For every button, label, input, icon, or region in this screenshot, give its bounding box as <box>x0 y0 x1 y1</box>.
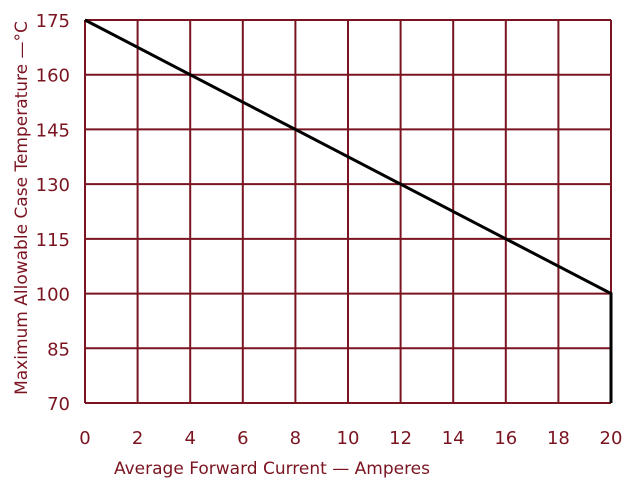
y-tick-label-4: 130 <box>36 175 70 196</box>
y-tick-label-5: 145 <box>36 120 70 141</box>
series-group <box>84 18 613 403</box>
grid <box>84 19 612 404</box>
x-tick-label-3: 6 <box>237 428 248 449</box>
x-tick-label-6: 12 <box>389 428 412 449</box>
x-tick-label-0: 0 <box>79 428 90 449</box>
y-axis-label: Maximum Allowable Case Temperature —°C <box>12 21 32 395</box>
series-line-0 <box>84 18 613 403</box>
x-tick-label-2: 4 <box>184 428 195 449</box>
x-tick-label-7: 14 <box>442 428 465 449</box>
x-axis-label: Average Forward Current — Amperes <box>114 459 430 479</box>
y-tick-label-0: 70 <box>47 394 70 415</box>
x-tick-label-5: 10 <box>337 428 360 449</box>
x-tick-label-1: 2 <box>132 428 143 449</box>
y-tick-labels: 70 85 100 115 130 145 160 175 <box>36 11 70 415</box>
x-tick-label-9: 18 <box>547 428 570 449</box>
x-tick-label-8: 16 <box>494 428 517 449</box>
y-tick-label-1: 85 <box>47 339 70 360</box>
x-tick-label-4: 8 <box>290 428 301 449</box>
x-tick-label-10: 20 <box>600 428 623 449</box>
y-tick-label-3: 115 <box>36 230 70 251</box>
x-tick-labels: 0 2 4 6 8 10 12 14 16 18 20 <box>79 428 622 449</box>
y-tick-label-2: 100 <box>36 285 70 306</box>
y-tick-label-7: 175 <box>36 11 70 32</box>
y-tick-label-6: 160 <box>36 66 70 87</box>
